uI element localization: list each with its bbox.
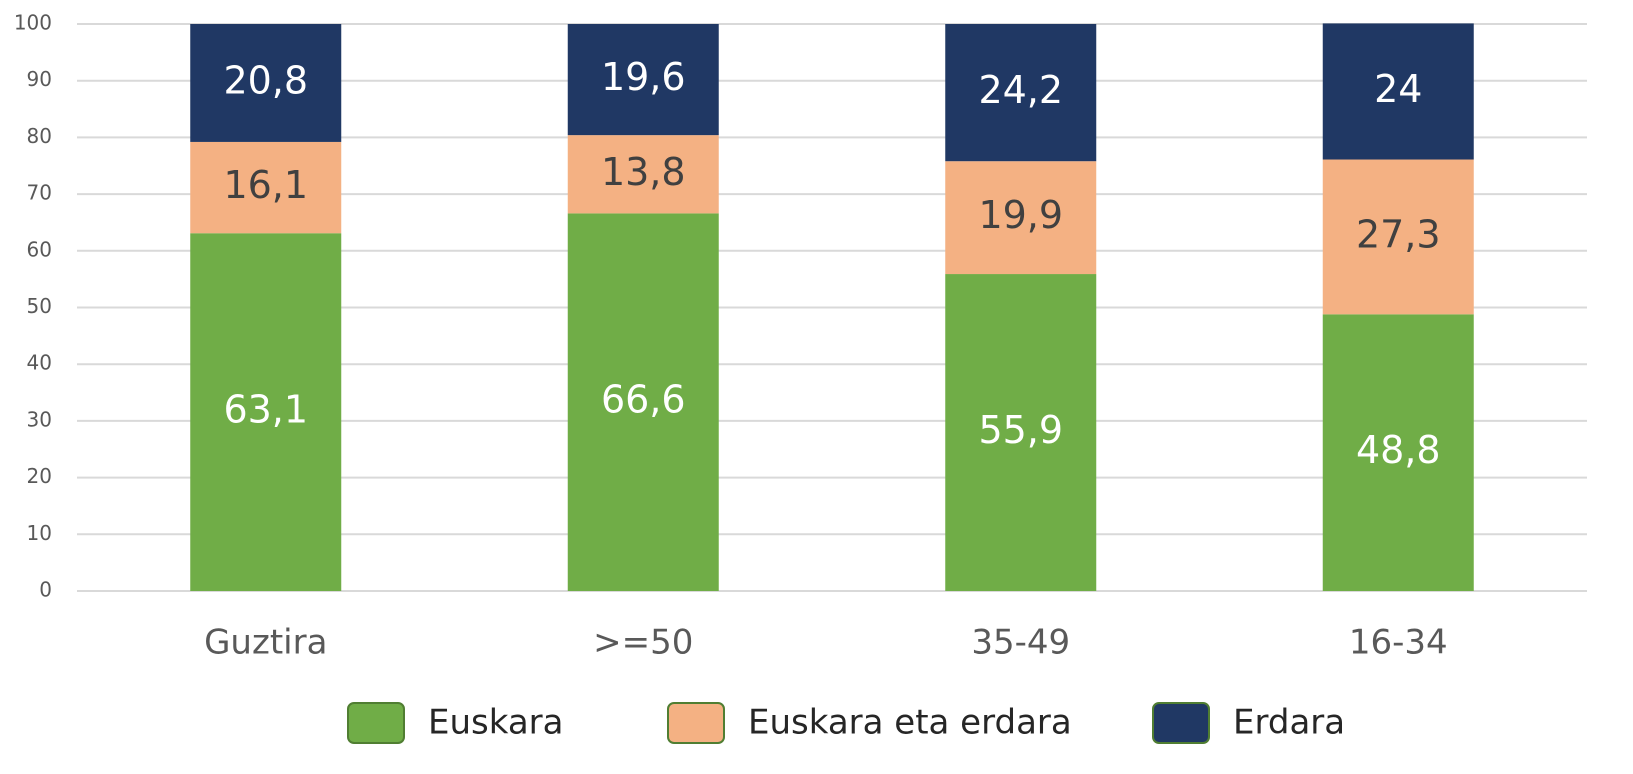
y-tick-label: 10 bbox=[27, 521, 52, 545]
bar-segment bbox=[190, 233, 342, 591]
bar-segment bbox=[1322, 23, 1474, 160]
bar-segment bbox=[945, 24, 1097, 162]
data-label: 13,8 bbox=[601, 150, 686, 194]
y-tick-label: 0 bbox=[39, 578, 52, 602]
bar-segment bbox=[567, 24, 719, 136]
data-label: 55,9 bbox=[978, 408, 1063, 452]
data-label: 27,3 bbox=[1356, 212, 1441, 256]
bar-segment bbox=[567, 213, 719, 592]
legend-label: Euskara eta erdara bbox=[748, 703, 1072, 743]
y-tick-label: 50 bbox=[27, 294, 52, 318]
x-tick-label: 35-49 bbox=[971, 623, 1070, 663]
y-tick-label: 80 bbox=[27, 124, 52, 148]
x-tick-label: >=50 bbox=[593, 623, 693, 663]
legend-swatch bbox=[347, 702, 405, 744]
y-tick-label: 20 bbox=[27, 464, 52, 488]
legend-swatch bbox=[1152, 702, 1210, 744]
legend-label: Erdara bbox=[1233, 703, 1345, 743]
y-tick-label: 100 bbox=[14, 11, 52, 35]
data-label: 24,2 bbox=[978, 68, 1063, 112]
x-tick-label: 16-34 bbox=[1349, 623, 1448, 663]
bar-segment bbox=[1322, 159, 1474, 315]
data-label: 19,9 bbox=[978, 193, 1063, 237]
bar-segment bbox=[190, 141, 342, 234]
bar-segment bbox=[190, 24, 342, 142]
y-tick-label: 90 bbox=[27, 67, 52, 91]
y-tick-label: 30 bbox=[27, 407, 52, 431]
bar-segment bbox=[945, 161, 1097, 275]
data-label: 19,6 bbox=[601, 55, 686, 99]
y-tick-label: 70 bbox=[27, 181, 52, 205]
bar-segment bbox=[1322, 314, 1474, 591]
data-label: 24 bbox=[1374, 67, 1422, 111]
data-label: 66,6 bbox=[601, 378, 686, 422]
y-tick-label: 40 bbox=[27, 351, 52, 375]
y-tick-label: 60 bbox=[27, 237, 52, 261]
data-label: 16,1 bbox=[223, 163, 308, 207]
data-label: 48,8 bbox=[1356, 428, 1441, 472]
bar-segment bbox=[945, 274, 1097, 591]
bar-segment bbox=[567, 135, 719, 214]
data-label: 20,8 bbox=[223, 58, 308, 102]
legend-label: Euskara bbox=[428, 703, 564, 743]
data-label: 63,1 bbox=[223, 388, 308, 432]
legend-swatch bbox=[667, 702, 725, 744]
x-tick-label: Guztira bbox=[204, 623, 327, 663]
